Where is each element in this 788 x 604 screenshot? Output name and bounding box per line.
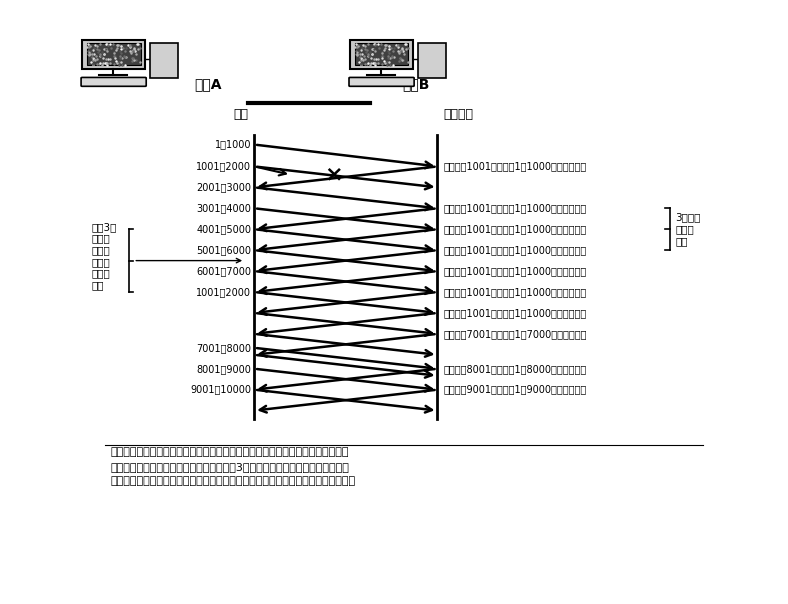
Text: 5001～6000: 5001～6000 — [196, 245, 251, 255]
Text: 9001～10000: 9001～10000 — [190, 385, 251, 394]
Bar — [87, 43, 140, 65]
Bar — [153, 48, 173, 51]
Text: 6001～7000: 6001～7000 — [196, 266, 251, 276]
Text: 确认应答: 确认应答 — [444, 108, 474, 121]
Text: 主机B: 主机B — [403, 77, 429, 91]
Text: 7001～8000: 7001～8000 — [196, 343, 251, 353]
Text: 1～1000: 1～1000 — [214, 140, 251, 150]
Text: 3001～4000: 3001～4000 — [196, 204, 251, 213]
Text: 8001～9000: 8001～9000 — [196, 364, 251, 374]
Bar — [82, 40, 145, 68]
Bar — [418, 43, 446, 78]
FancyBboxPatch shape — [81, 77, 147, 86]
Text: 下一个是7001（已接收1～7000字节的数据）: 下一个是7001（已接收1～7000字节的数据） — [444, 329, 587, 339]
FancyBboxPatch shape — [349, 77, 414, 86]
Bar — [153, 56, 173, 59]
Text: ×: × — [325, 164, 343, 185]
Text: 下一个是9001（已接收1～9000字节的数据）: 下一个是9001（已接收1～9000字节的数据） — [444, 385, 587, 394]
Text: 下一个是1001（已接收1～1000字节的数据）: 下一个是1001（已接收1～1000字节的数据） — [444, 161, 587, 172]
Text: 下一个是8001（已接收1～8000字节的数据）: 下一个是8001（已接收1～8000字节的数据） — [444, 364, 587, 374]
Text: 收到3个
同样的
确认应
答时则
进行重
发。: 收到3个 同样的 确认应 答时则 进行重 发。 — [91, 222, 117, 290]
Bar — [350, 40, 413, 68]
Text: 数据: 数据 — [233, 108, 248, 121]
Bar — [421, 56, 441, 59]
Text: 下一个是1001（已接收1～1000字节的数据）: 下一个是1001（已接收1～1000字节的数据） — [444, 287, 587, 297]
Text: 下一个是1001（已接收1～1000字节的数据）: 下一个是1001（已接收1～1000字节的数据） — [444, 308, 587, 318]
Text: 下一个是1001（已接收1～1000字节的数据）: 下一个是1001（已接收1～1000字节的数据） — [444, 224, 587, 234]
Bar — [150, 43, 178, 78]
Text: 下一个是1001（已接收1～1000字节的数据）: 下一个是1001（已接收1～1000字节的数据） — [444, 204, 587, 213]
Text: 1001～2000: 1001～2000 — [196, 161, 251, 172]
Text: 1001～2000: 1001～2000 — [196, 287, 251, 297]
Text: 下一个是1001（已接收1～1000字节的数据）: 下一个是1001（已接收1～1000字节的数据） — [444, 266, 587, 276]
Bar — [355, 43, 408, 65]
Text: 下一个是1001（已接收1～1000字节的数据）: 下一个是1001（已接收1～1000字节的数据） — [444, 245, 587, 255]
Text: 3次重复
的确认
应答: 3次重复 的确认 应答 — [675, 213, 701, 246]
Text: 主机A: 主机A — [195, 77, 222, 91]
Bar — [421, 48, 441, 51]
Text: 2001～3000: 2001～3000 — [196, 182, 251, 192]
Text: 4001～5000: 4001～5000 — [196, 224, 251, 234]
Text: 接收端在没有收到自己所期望序号的数据时，会对之前收到的数据进行确认应答。
发送端则一旦收到某个确认应答后，又连续3次收到同样的确认应答，则认为数据
段已经丢失，: 接收端在没有收到自己所期望序号的数据时，会对之前收到的数据进行确认应答。 发送端… — [110, 447, 356, 486]
